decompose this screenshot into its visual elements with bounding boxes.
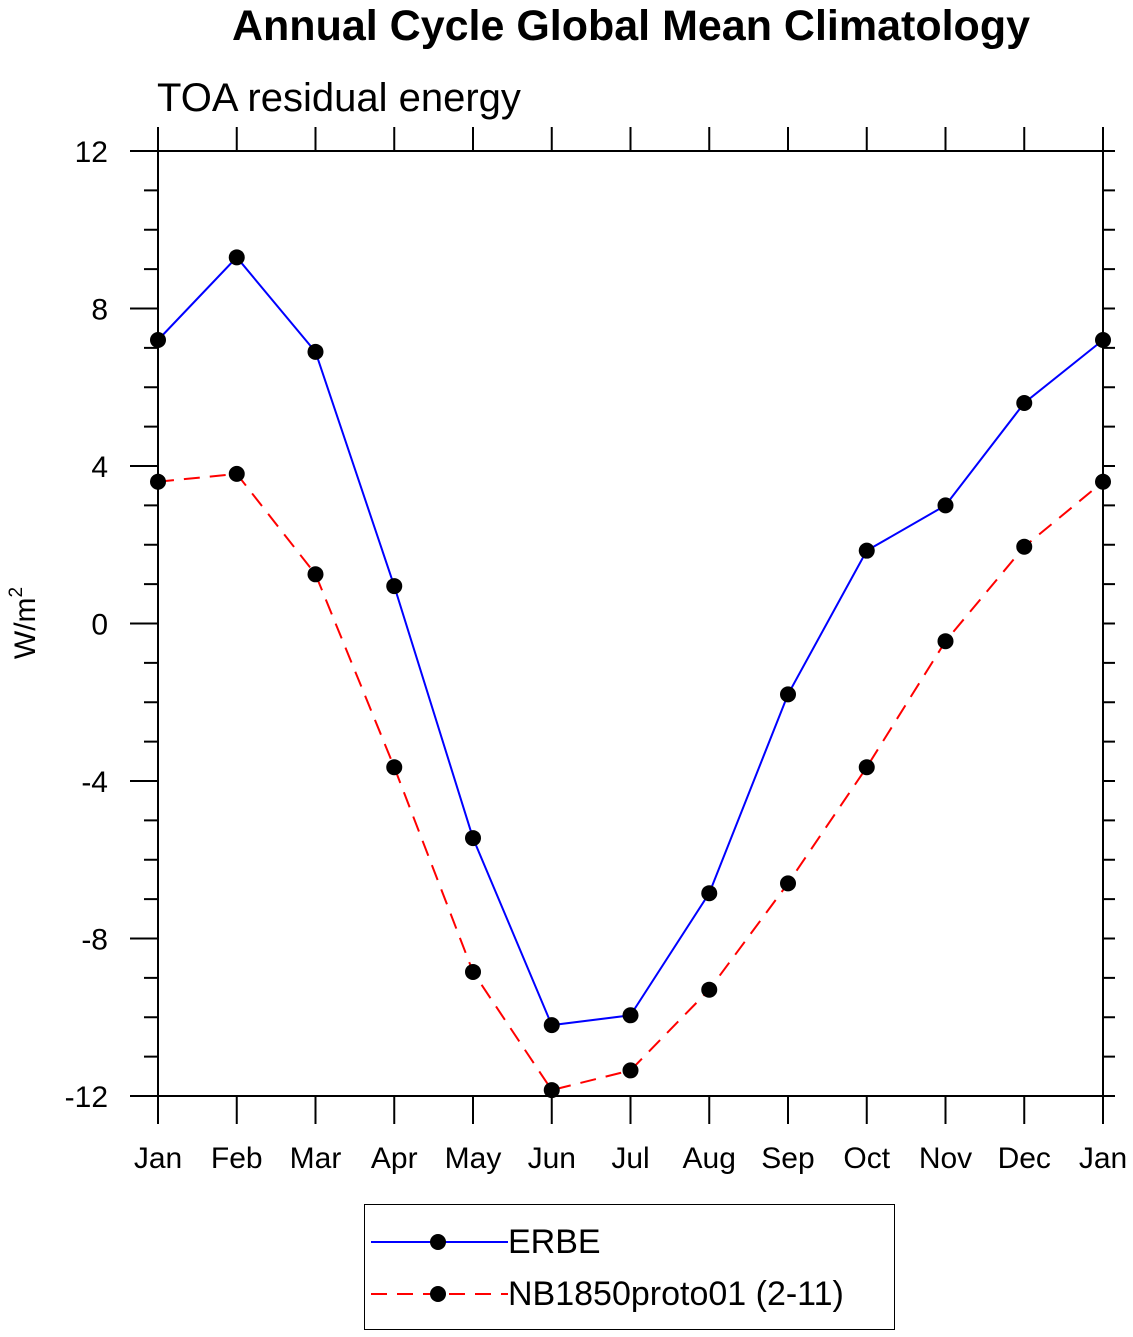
data-point-series-0 — [543, 1017, 560, 1034]
y-tick-label: 4 — [91, 451, 108, 484]
y-tick-label: 8 — [91, 294, 108, 327]
x-tick-label: Jun — [528, 1142, 576, 1175]
y-tick-label: -12 — [65, 1081, 108, 1114]
data-point-series-0 — [1016, 395, 1033, 411]
data-point-series-0 — [228, 249, 245, 266]
data-point-series-0 — [386, 578, 403, 595]
x-tick-label: Feb — [211, 1142, 263, 1175]
data-point-series-1 — [465, 963, 481, 980]
y-tick-label: 12 — [75, 136, 108, 169]
data-point-series-0 — [701, 885, 718, 902]
legend-item-erbe: ERBE — [365, 1217, 894, 1267]
data-point-series-0 — [780, 686, 796, 703]
x-tick-label: Oct — [843, 1142, 890, 1175]
x-tick-label: Mar — [290, 1142, 342, 1175]
svg-text:W/m2: W/m2 — [6, 587, 42, 659]
x-tick-label: Nov — [919, 1142, 972, 1175]
x-tick-label: Jan — [1079, 1142, 1127, 1175]
data-point-series-0 — [937, 497, 954, 514]
legend-swatch-erbe — [371, 1234, 508, 1250]
data-point-series-1 — [307, 566, 324, 583]
y-axis-label-text: W/m — [9, 597, 42, 659]
data-point-series-0 — [1095, 332, 1111, 348]
y-axis-label: W/m2 — [6, 587, 42, 659]
legend-label-erbe: ERBE — [508, 1223, 601, 1261]
x-tick-label: Dec — [998, 1142, 1051, 1175]
series-line-0 — [157, 255, 1104, 1027]
data-point-series-1 — [386, 759, 403, 776]
data-point-series-1 — [150, 473, 166, 490]
legend-swatch-nb1850proto01 — [371, 1286, 508, 1302]
series-line-1 — [157, 472, 1104, 1092]
chart-title: Annual Cycle Global Mean Climatology — [231, 2, 1031, 50]
data-point-series-1 — [858, 759, 875, 776]
y-tick-label: -8 — [81, 924, 108, 957]
data-point-series-0 — [858, 542, 875, 559]
x-tick-label: Apr — [371, 1142, 418, 1175]
data-point-series-0 — [150, 332, 166, 348]
legend-item-nb1850proto01: NB1850proto01 (2-11) — [365, 1269, 894, 1319]
data-point-series-1 — [1016, 538, 1033, 555]
x-tick-label: Jul — [611, 1142, 649, 1175]
data-point-series-0 — [307, 343, 324, 360]
data-point-series-0 — [622, 1007, 639, 1024]
data-point-series-1 — [937, 633, 954, 650]
y-tick-label: -4 — [81, 766, 108, 799]
x-tick-label: May — [445, 1142, 502, 1175]
data-point-series-1 — [1095, 473, 1111, 490]
y-tick-label: 0 — [91, 609, 108, 642]
data-point-series-0 — [465, 830, 481, 847]
legend: ERBE NB1850proto01 (2-11) — [364, 1204, 895, 1330]
legend-label-nb1850proto01: NB1850proto01 (2-11) — [508, 1275, 844, 1313]
data-point-series-1 — [543, 1082, 560, 1099]
data-point-series-1 — [780, 875, 796, 892]
data-point-series-1 — [228, 465, 245, 482]
x-tick-label: Sep — [761, 1142, 814, 1175]
x-tick-label: Aug — [683, 1142, 736, 1175]
chart-subtitle: TOA residual energy — [157, 76, 521, 120]
data-point-series-1 — [701, 981, 718, 998]
x-tick-label: Jan — [134, 1142, 182, 1175]
data-point-series-1 — [622, 1062, 639, 1079]
y-axis-label-superscript: 2 — [6, 587, 27, 598]
